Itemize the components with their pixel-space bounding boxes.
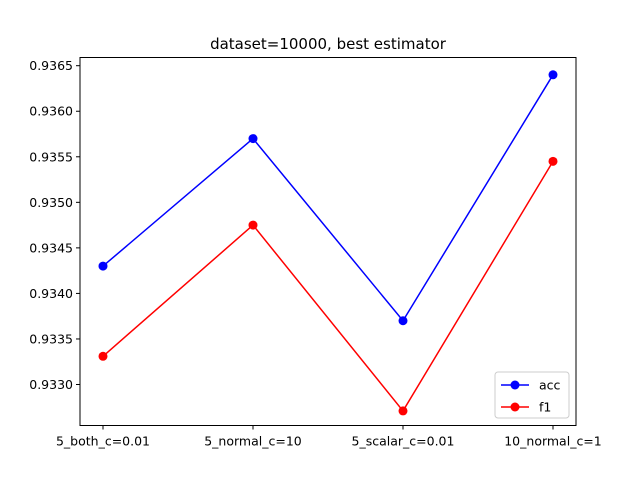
data-point-acc [248, 134, 258, 144]
y-tick-label: 0.9355 [29, 149, 73, 164]
data-point-f1 [248, 220, 258, 230]
y-tick-label: 0.9330 [29, 377, 73, 392]
data-point-acc [398, 316, 408, 326]
y-tick-label: 0.9340 [29, 286, 73, 301]
y-tick-label: 0.9335 [29, 331, 73, 346]
x-tick-label: 5_normal_c=10 [204, 434, 302, 449]
legend-label-acc: acc [539, 378, 561, 393]
y-tick-label: 0.9345 [29, 240, 73, 255]
y-tick-label: 0.9360 [29, 104, 73, 119]
x-tick-label: 5_scalar_c=0.01 [352, 434, 455, 449]
data-point-acc [548, 70, 558, 80]
series-line-acc [102, 74, 554, 323]
y-tick-label: 0.9365 [29, 58, 73, 73]
chart-title: dataset=10000, best estimator [210, 35, 447, 53]
plot-frame [79, 57, 577, 426]
x-tick-label: 10_normal_c=1 [504, 434, 602, 449]
data-point-f1 [98, 351, 108, 361]
data-point-acc [98, 261, 108, 271]
legend: acc f1 [494, 371, 570, 419]
data-point-f1 [398, 406, 408, 416]
plot-area: 0.9330 0.9335 0.9340 0.9345 0.9350 0.9355 0.93… [29, 58, 602, 448]
legend-marker-acc [510, 380, 520, 390]
series-line-f1 [102, 160, 554, 413]
legend-label-f1: f1 [539, 400, 551, 415]
legend-marker-f1 [510, 402, 520, 412]
x-tick-label: 5_both_c=0.01 [56, 434, 150, 449]
data-point-f1 [548, 156, 558, 166]
y-tick-label: 0.9350 [29, 195, 73, 210]
